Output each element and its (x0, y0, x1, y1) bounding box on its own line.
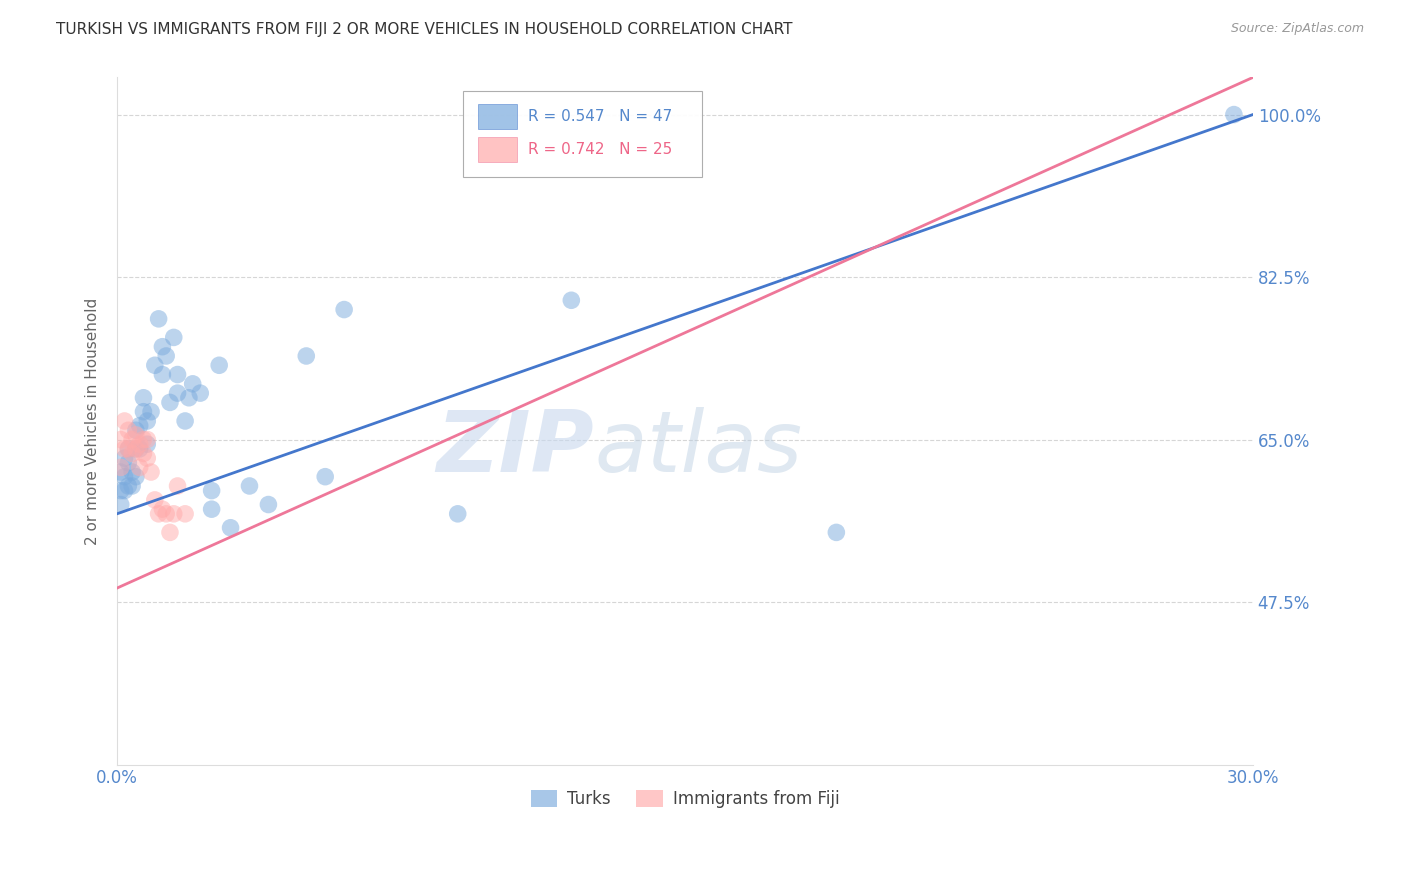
Point (166, 386, 188, 401)
Point (121, 465, 143, 479)
Text: R = 0.742   N = 25: R = 0.742 N = 25 (529, 142, 672, 157)
Point (132, 405, 155, 419)
Y-axis label: 2 or more Vehicles in Household: 2 or more Vehicles in Household (86, 297, 100, 545)
Point (132, 391, 155, 405)
Point (152, 502, 174, 516)
Point (128, 418, 150, 433)
Point (125, 442, 148, 456)
Point (177, 391, 200, 405)
Point (166, 368, 188, 382)
Text: atlas: atlas (593, 407, 801, 490)
Legend: Turks, Immigrants from Fiji: Turks, Immigrants from Fiji (524, 783, 846, 814)
Point (148, 507, 170, 521)
Point (139, 465, 162, 479)
Point (121, 446, 143, 460)
Point (148, 311, 170, 326)
Text: Source: ZipAtlas.com: Source: ZipAtlas.com (1230, 22, 1364, 36)
Point (181, 376, 204, 391)
Point (117, 479, 139, 493)
Point (117, 423, 139, 437)
Point (174, 507, 197, 521)
Text: R = 0.547   N = 47: R = 0.547 N = 47 (529, 109, 672, 124)
Point (560, 293, 582, 308)
Point (128, 442, 150, 456)
Point (114, 483, 136, 498)
Point (114, 451, 136, 466)
Text: ZIP: ZIP (436, 407, 593, 490)
Point (132, 446, 155, 460)
Point (163, 507, 186, 521)
Point (333, 302, 356, 317)
Point (143, 358, 166, 372)
Point (110, 460, 132, 475)
Point (128, 460, 150, 475)
Point (447, 507, 470, 521)
Point (125, 442, 148, 456)
Point (125, 423, 148, 437)
Point (114, 442, 136, 456)
Point (188, 386, 211, 401)
Point (128, 437, 150, 451)
Point (136, 437, 159, 451)
Point (117, 442, 139, 456)
Point (143, 492, 166, 507)
FancyBboxPatch shape (464, 91, 702, 178)
Point (121, 433, 143, 447)
Point (238, 479, 260, 493)
Point (139, 405, 162, 419)
Point (201, 483, 224, 498)
Point (125, 469, 148, 483)
Point (110, 465, 132, 479)
Point (1223, 107, 1246, 121)
Point (114, 414, 136, 428)
Point (136, 414, 159, 428)
Point (152, 340, 174, 354)
FancyBboxPatch shape (478, 104, 517, 129)
Point (159, 525, 181, 540)
Point (201, 502, 224, 516)
Point (110, 498, 132, 512)
Point (295, 349, 318, 363)
Point (136, 451, 159, 466)
Point (117, 456, 139, 470)
Point (125, 428, 148, 442)
Point (314, 469, 336, 483)
Point (121, 479, 143, 493)
Point (219, 521, 242, 535)
Point (110, 483, 132, 498)
Point (136, 433, 159, 447)
Point (166, 479, 188, 493)
Point (110, 433, 132, 447)
FancyBboxPatch shape (478, 137, 517, 162)
Point (132, 433, 155, 447)
Point (174, 414, 197, 428)
Point (114, 469, 136, 483)
Point (257, 498, 280, 512)
Point (159, 395, 181, 409)
Point (117, 442, 139, 456)
Point (155, 349, 177, 363)
Point (163, 330, 186, 344)
Point (208, 358, 231, 372)
Point (155, 507, 177, 521)
Point (825, 525, 848, 540)
Text: TURKISH VS IMMIGRANTS FROM FIJI 2 OR MORE VEHICLES IN HOUSEHOLD CORRELATION CHAR: TURKISH VS IMMIGRANTS FROM FIJI 2 OR MOR… (56, 22, 793, 37)
Point (152, 368, 174, 382)
